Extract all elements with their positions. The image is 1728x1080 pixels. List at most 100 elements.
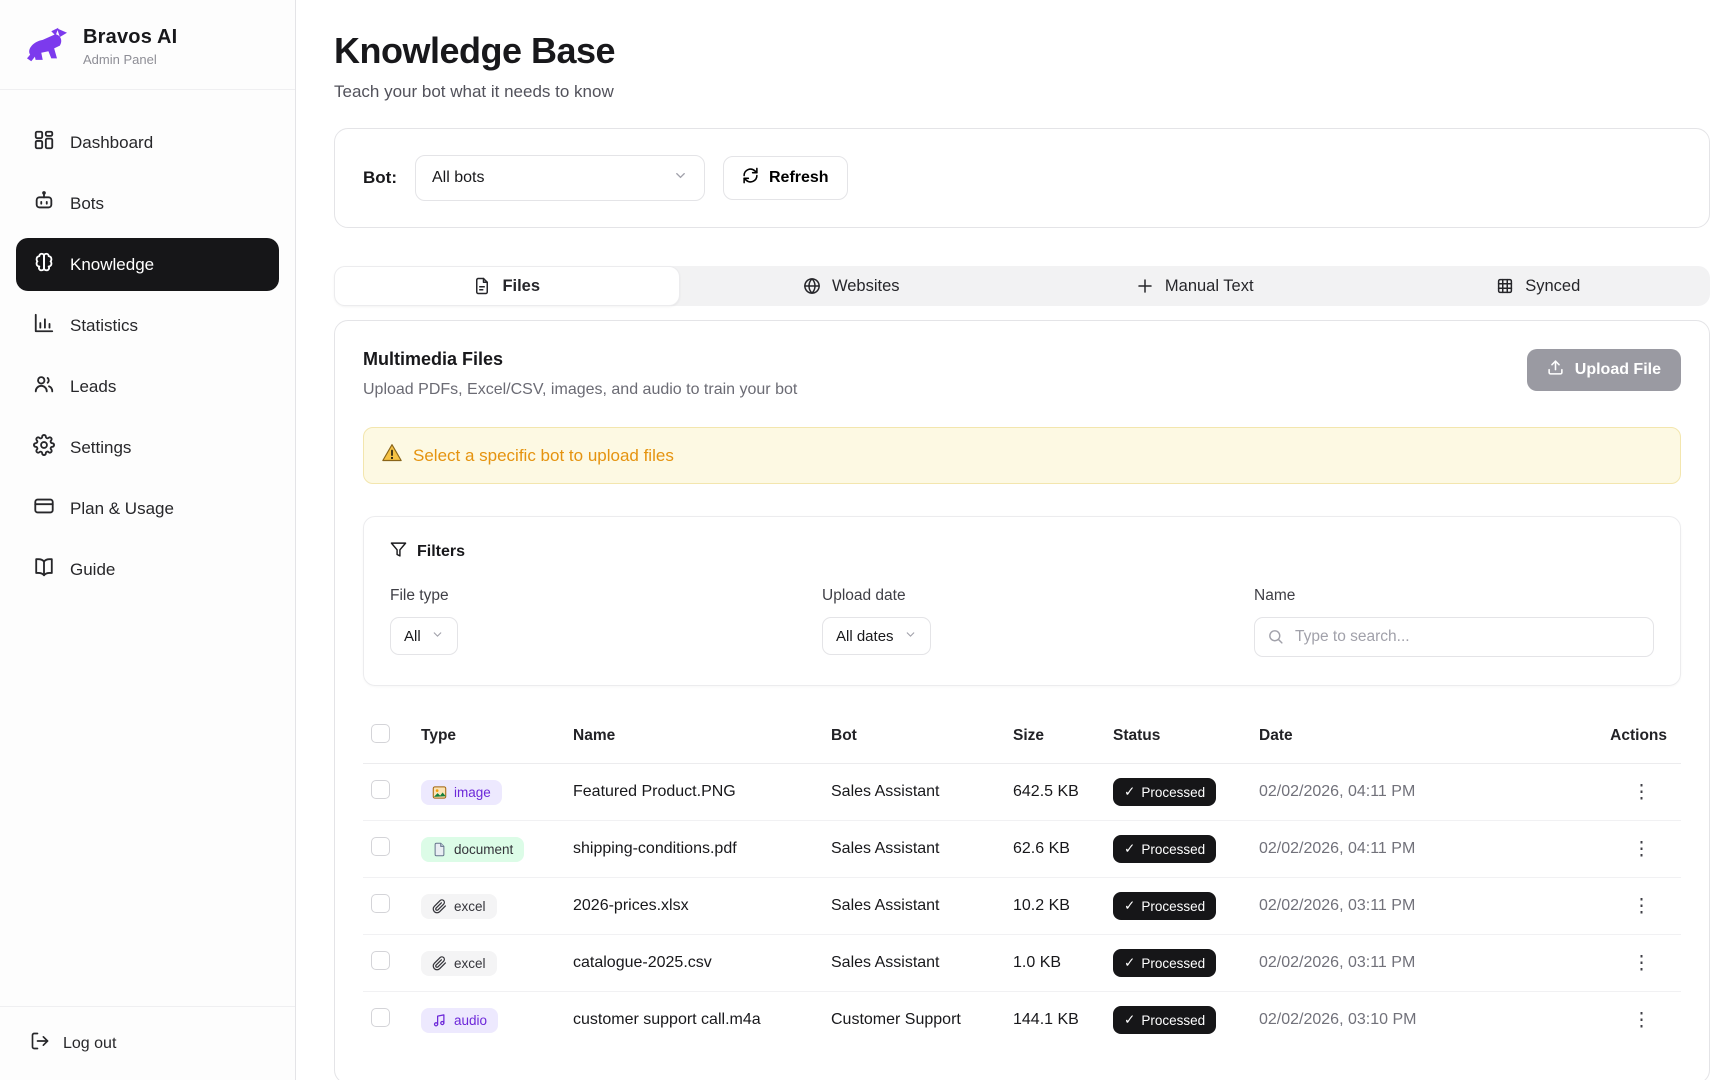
- refresh-icon: [742, 167, 759, 189]
- row-checkbox[interactable]: [371, 837, 390, 856]
- file-bot: Sales Assistant: [823, 820, 1005, 878]
- sidebar-item-label: Statistics: [70, 315, 139, 335]
- table-row: audio customer support call.m4a Customer S…: [363, 992, 1681, 1049]
- file-type-badge: document: [421, 836, 525, 862]
- bot-icon: [33, 190, 55, 217]
- upload-date-value: All dates: [836, 627, 894, 645]
- check-icon: ✓: [1124, 1012, 1136, 1028]
- column-header-status: Status: [1105, 712, 1251, 764]
- row-actions-menu-button[interactable]: ⋮: [1622, 948, 1661, 979]
- sidebar-item-label: Settings: [70, 437, 132, 457]
- column-header-date: Date: [1251, 712, 1487, 764]
- paperclip-icon: [432, 955, 447, 971]
- check-icon: ✓: [1124, 955, 1136, 970]
- sidebar-item-bots[interactable]: Bots: [16, 177, 279, 230]
- table-row: document shipping-conditions.pdf Sales Ass…: [363, 820, 1681, 878]
- sidebar-item-label: Dashboard: [70, 132, 154, 152]
- file-size: 642.5 KB: [1005, 763, 1105, 821]
- file-size: 1.0 KB: [1005, 934, 1105, 992]
- dots-vertical-icon: ⋮: [1632, 895, 1651, 917]
- bot-select-dropdown[interactable]: All bots: [414, 155, 705, 201]
- credit-card-icon: [33, 495, 55, 522]
- sidebar-item-leads[interactable]: Leads: [16, 360, 279, 413]
- status-label: Processed: [1141, 1012, 1206, 1028]
- filters-box: Filters File type All Upload date All da…: [363, 516, 1681, 686]
- file-type-label: audio: [454, 1012, 488, 1028]
- tab-websites[interactable]: Websites: [680, 266, 1024, 306]
- sidebar-item-statistics[interactable]: Statistics: [16, 299, 279, 352]
- column-header-actions: Actions: [1487, 712, 1681, 764]
- document-icon: [432, 842, 447, 857]
- tab-label: Files: [502, 276, 541, 295]
- dots-vertical-icon: ⋮: [1632, 1009, 1651, 1031]
- sidebar-item-guide[interactable]: Guide: [16, 543, 279, 596]
- tab-files[interactable]: Files: [334, 266, 680, 306]
- row-actions-menu-button[interactable]: ⋮: [1622, 1005, 1661, 1036]
- chevron-down-icon: [431, 628, 444, 645]
- file-name: catalogue-2025.csv: [565, 934, 823, 992]
- bot-label: Bot:: [363, 168, 397, 187]
- warning-triangle-icon: [382, 443, 402, 468]
- tab-manual-text[interactable]: Manual Text: [1023, 266, 1367, 306]
- row-checkbox[interactable]: [371, 1008, 390, 1028]
- book-icon: [33, 556, 55, 583]
- file-type-select[interactable]: All: [390, 617, 458, 655]
- logout-button[interactable]: Log out: [0, 1006, 295, 1080]
- panel-subtitle: Upload PDFs, Excel/CSV, images, and audi…: [363, 381, 798, 398]
- status-badge: ✓ Processed: [1113, 949, 1217, 977]
- file-type-badge: audio: [421, 1007, 499, 1033]
- page-title: Knowledge Base: [334, 30, 616, 71]
- tab-label: Synced: [1525, 276, 1581, 295]
- brand-name: Bravos AI: [83, 26, 178, 48]
- check-icon: ✓: [1124, 841, 1136, 856]
- file-name: Featured Product.PNG: [565, 763, 823, 821]
- row-actions-menu-button[interactable]: ⋮: [1622, 834, 1661, 865]
- tab-label: Manual Text: [1164, 276, 1254, 295]
- status-label: Processed: [1141, 898, 1206, 914]
- upload-date-select[interactable]: All dates: [822, 617, 931, 655]
- select-all-checkbox[interactable]: [371, 724, 390, 743]
- row-actions-menu-button[interactable]: ⋮: [1622, 891, 1661, 922]
- chevron-down-icon: [673, 168, 688, 188]
- row-checkbox[interactable]: [371, 894, 390, 913]
- row-checkbox[interactable]: [371, 780, 390, 799]
- file-size: 144.1 KB: [1013, 1011, 1079, 1029]
- bar-chart-icon: [33, 312, 55, 339]
- brand-subtitle: Admin Panel: [83, 52, 157, 67]
- table-row: excel 2026-prices.xlsx Sales Assistant 10.2…: [363, 877, 1681, 935]
- file-date: 02/02/2026, 04:11 PM: [1251, 763, 1487, 821]
- image-icon: [432, 785, 447, 800]
- files-panel: Multimedia Files Upload PDFs, Excel/CSV,…: [334, 320, 1710, 1080]
- sidebar-item-knowledge[interactable]: Knowledge: [16, 238, 279, 291]
- file-type-label: excel: [454, 955, 486, 971]
- file-type-badge: excel: [421, 893, 497, 919]
- upload-label: Upload File: [1574, 361, 1661, 378]
- dots-vertical-icon: ⋮: [1632, 838, 1651, 860]
- warning-text: Select a specific bot to upload files: [413, 445, 674, 465]
- row-checkbox[interactable]: [371, 951, 390, 970]
- logout-icon: [30, 1031, 50, 1056]
- row-actions-menu-button[interactable]: ⋮: [1622, 777, 1661, 808]
- bot-select-value: All bots: [431, 169, 485, 186]
- status-label: Processed: [1141, 784, 1206, 800]
- file-size: 10.2 KB: [1005, 877, 1105, 935]
- sidebar-item-dashboard[interactable]: Dashboard: [16, 116, 279, 169]
- table-row: excel catalogue-2025.csv Sales Assistant 1.…: [363, 934, 1681, 992]
- main-content: Knowledge Base Teach your bot what it ne…: [296, 0, 1728, 1080]
- upload-file-button[interactable]: Upload File: [1526, 349, 1681, 391]
- name-search-input[interactable]: [1254, 617, 1654, 657]
- tab-label: Websites: [831, 276, 900, 295]
- sidebar-item-plan-usage[interactable]: Plan & Usage: [16, 482, 279, 535]
- sidebar-item-label: Plan & Usage: [70, 498, 174, 518]
- refresh-button[interactable]: Refresh: [722, 156, 848, 200]
- sidebar-item-settings[interactable]: Settings: [16, 421, 279, 474]
- status-badge: ✓ Processed: [1113, 1006, 1217, 1035]
- tab-synced[interactable]: Synced: [1367, 266, 1711, 306]
- status-badge: ✓ Processed: [1113, 835, 1217, 863]
- sidebar-item-label: Guide: [70, 559, 116, 579]
- bravos-bull-logo-icon: [24, 27, 70, 67]
- status-label: Processed: [1141, 955, 1206, 971]
- file-name: customer support call.m4a: [573, 1011, 761, 1029]
- status-badge: ✓ Processed: [1113, 892, 1217, 920]
- dots-vertical-icon: ⋮: [1632, 952, 1651, 974]
